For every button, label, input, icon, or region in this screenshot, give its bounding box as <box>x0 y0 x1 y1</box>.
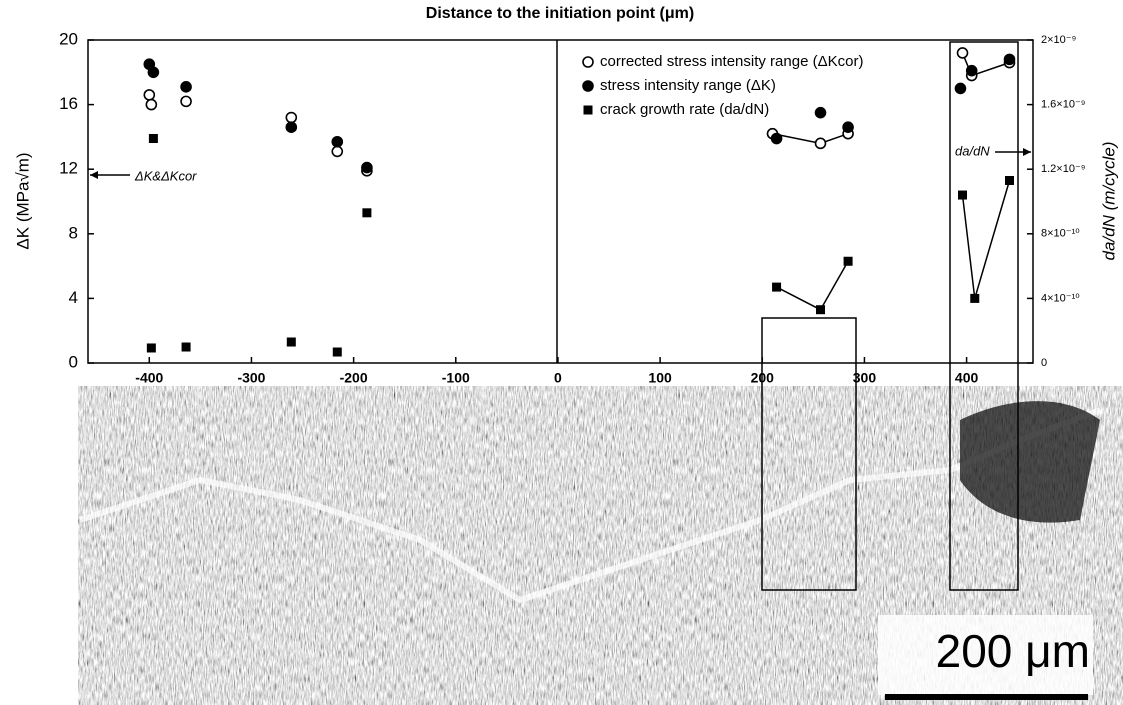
legend-label: stress intensity range (ΔK) <box>600 77 776 94</box>
y-tick-label: 8 <box>69 223 78 242</box>
annotation: ΔK&ΔKcor <box>134 168 197 183</box>
data-point <box>331 145 344 158</box>
x-tick-label: 300 <box>853 370 877 386</box>
arrow-head <box>1023 148 1031 156</box>
data-point <box>331 135 344 148</box>
series-line <box>776 260 849 311</box>
data-point <box>954 82 967 95</box>
x-tick-label: -100 <box>442 370 470 386</box>
arrow-head <box>90 171 98 179</box>
data-point <box>180 95 192 108</box>
data-point <box>814 137 827 150</box>
data-point <box>146 343 156 353</box>
y2-tick-label: 0 <box>1041 357 1047 369</box>
data-point <box>181 342 191 352</box>
scale-bar-label: 200 μm <box>936 625 1090 677</box>
x-tick-label: 100 <box>648 370 672 386</box>
data-point <box>361 161 373 174</box>
legend-marker <box>582 80 594 92</box>
y-tick-label: 16 <box>59 94 78 113</box>
data-point <box>965 64 978 77</box>
annotation: da/dN <box>955 143 990 158</box>
data-point <box>145 98 158 111</box>
legend-label: crack growth rate (da/dN) <box>600 101 769 118</box>
data-point <box>814 106 827 119</box>
data-point <box>770 132 783 145</box>
y2-tick-label: 4×10⁻¹⁰ <box>1041 292 1080 304</box>
y-tick-label: 4 <box>69 288 78 307</box>
chart-title: Distance to the initiation point (μm) <box>426 5 694 22</box>
data-point <box>958 190 968 200</box>
data-point <box>843 256 853 266</box>
data-point <box>1003 53 1016 66</box>
data-point <box>285 121 298 134</box>
y2-axis-label: da/dN (m/cycle) <box>1099 141 1118 260</box>
data-point <box>147 66 160 79</box>
x-tick-label: -300 <box>237 370 265 386</box>
y-tick-label: 0 <box>69 352 78 371</box>
x-tick-label: -200 <box>340 370 368 386</box>
data-point <box>285 111 298 124</box>
y2-tick-label: 2×10⁻⁹ <box>1041 34 1076 46</box>
y-tick-label: 12 <box>59 159 78 178</box>
series-line <box>772 132 849 145</box>
data-point <box>842 121 854 134</box>
data-point <box>956 47 969 59</box>
x-tick-label: 200 <box>751 370 775 386</box>
data-point <box>970 293 980 303</box>
data-point <box>180 81 192 93</box>
y-tick-label: 20 <box>59 29 78 48</box>
y2-tick-label: 8×10⁻¹⁰ <box>1041 228 1080 240</box>
legend-label: corrected stress intensity range (ΔKcor) <box>600 53 863 70</box>
x-tick-label: 0 <box>554 370 562 386</box>
y2-tick-label: 1.2×10⁻⁹ <box>1041 163 1085 175</box>
data-point <box>143 89 156 101</box>
data-point <box>148 134 158 144</box>
data-point <box>1005 176 1015 186</box>
x-tick-label: 400 <box>955 370 979 386</box>
micrograph <box>78 386 1123 705</box>
data-point <box>772 282 782 292</box>
data-point <box>332 347 342 357</box>
plot-frame <box>87 39 1034 364</box>
y2-tick-label: 1.6×10⁻⁹ <box>1041 99 1085 111</box>
highlight-box <box>949 41 1019 591</box>
series-line <box>961 180 1011 299</box>
highlight-box <box>761 317 857 591</box>
legend-marker <box>582 56 594 68</box>
data-point <box>286 337 296 347</box>
x-tick-label: -400 <box>135 370 163 386</box>
data-point <box>362 208 372 218</box>
y-axis-label: ΔK (MPa√m) <box>13 152 32 249</box>
data-point <box>816 305 826 315</box>
legend-marker <box>583 105 593 115</box>
